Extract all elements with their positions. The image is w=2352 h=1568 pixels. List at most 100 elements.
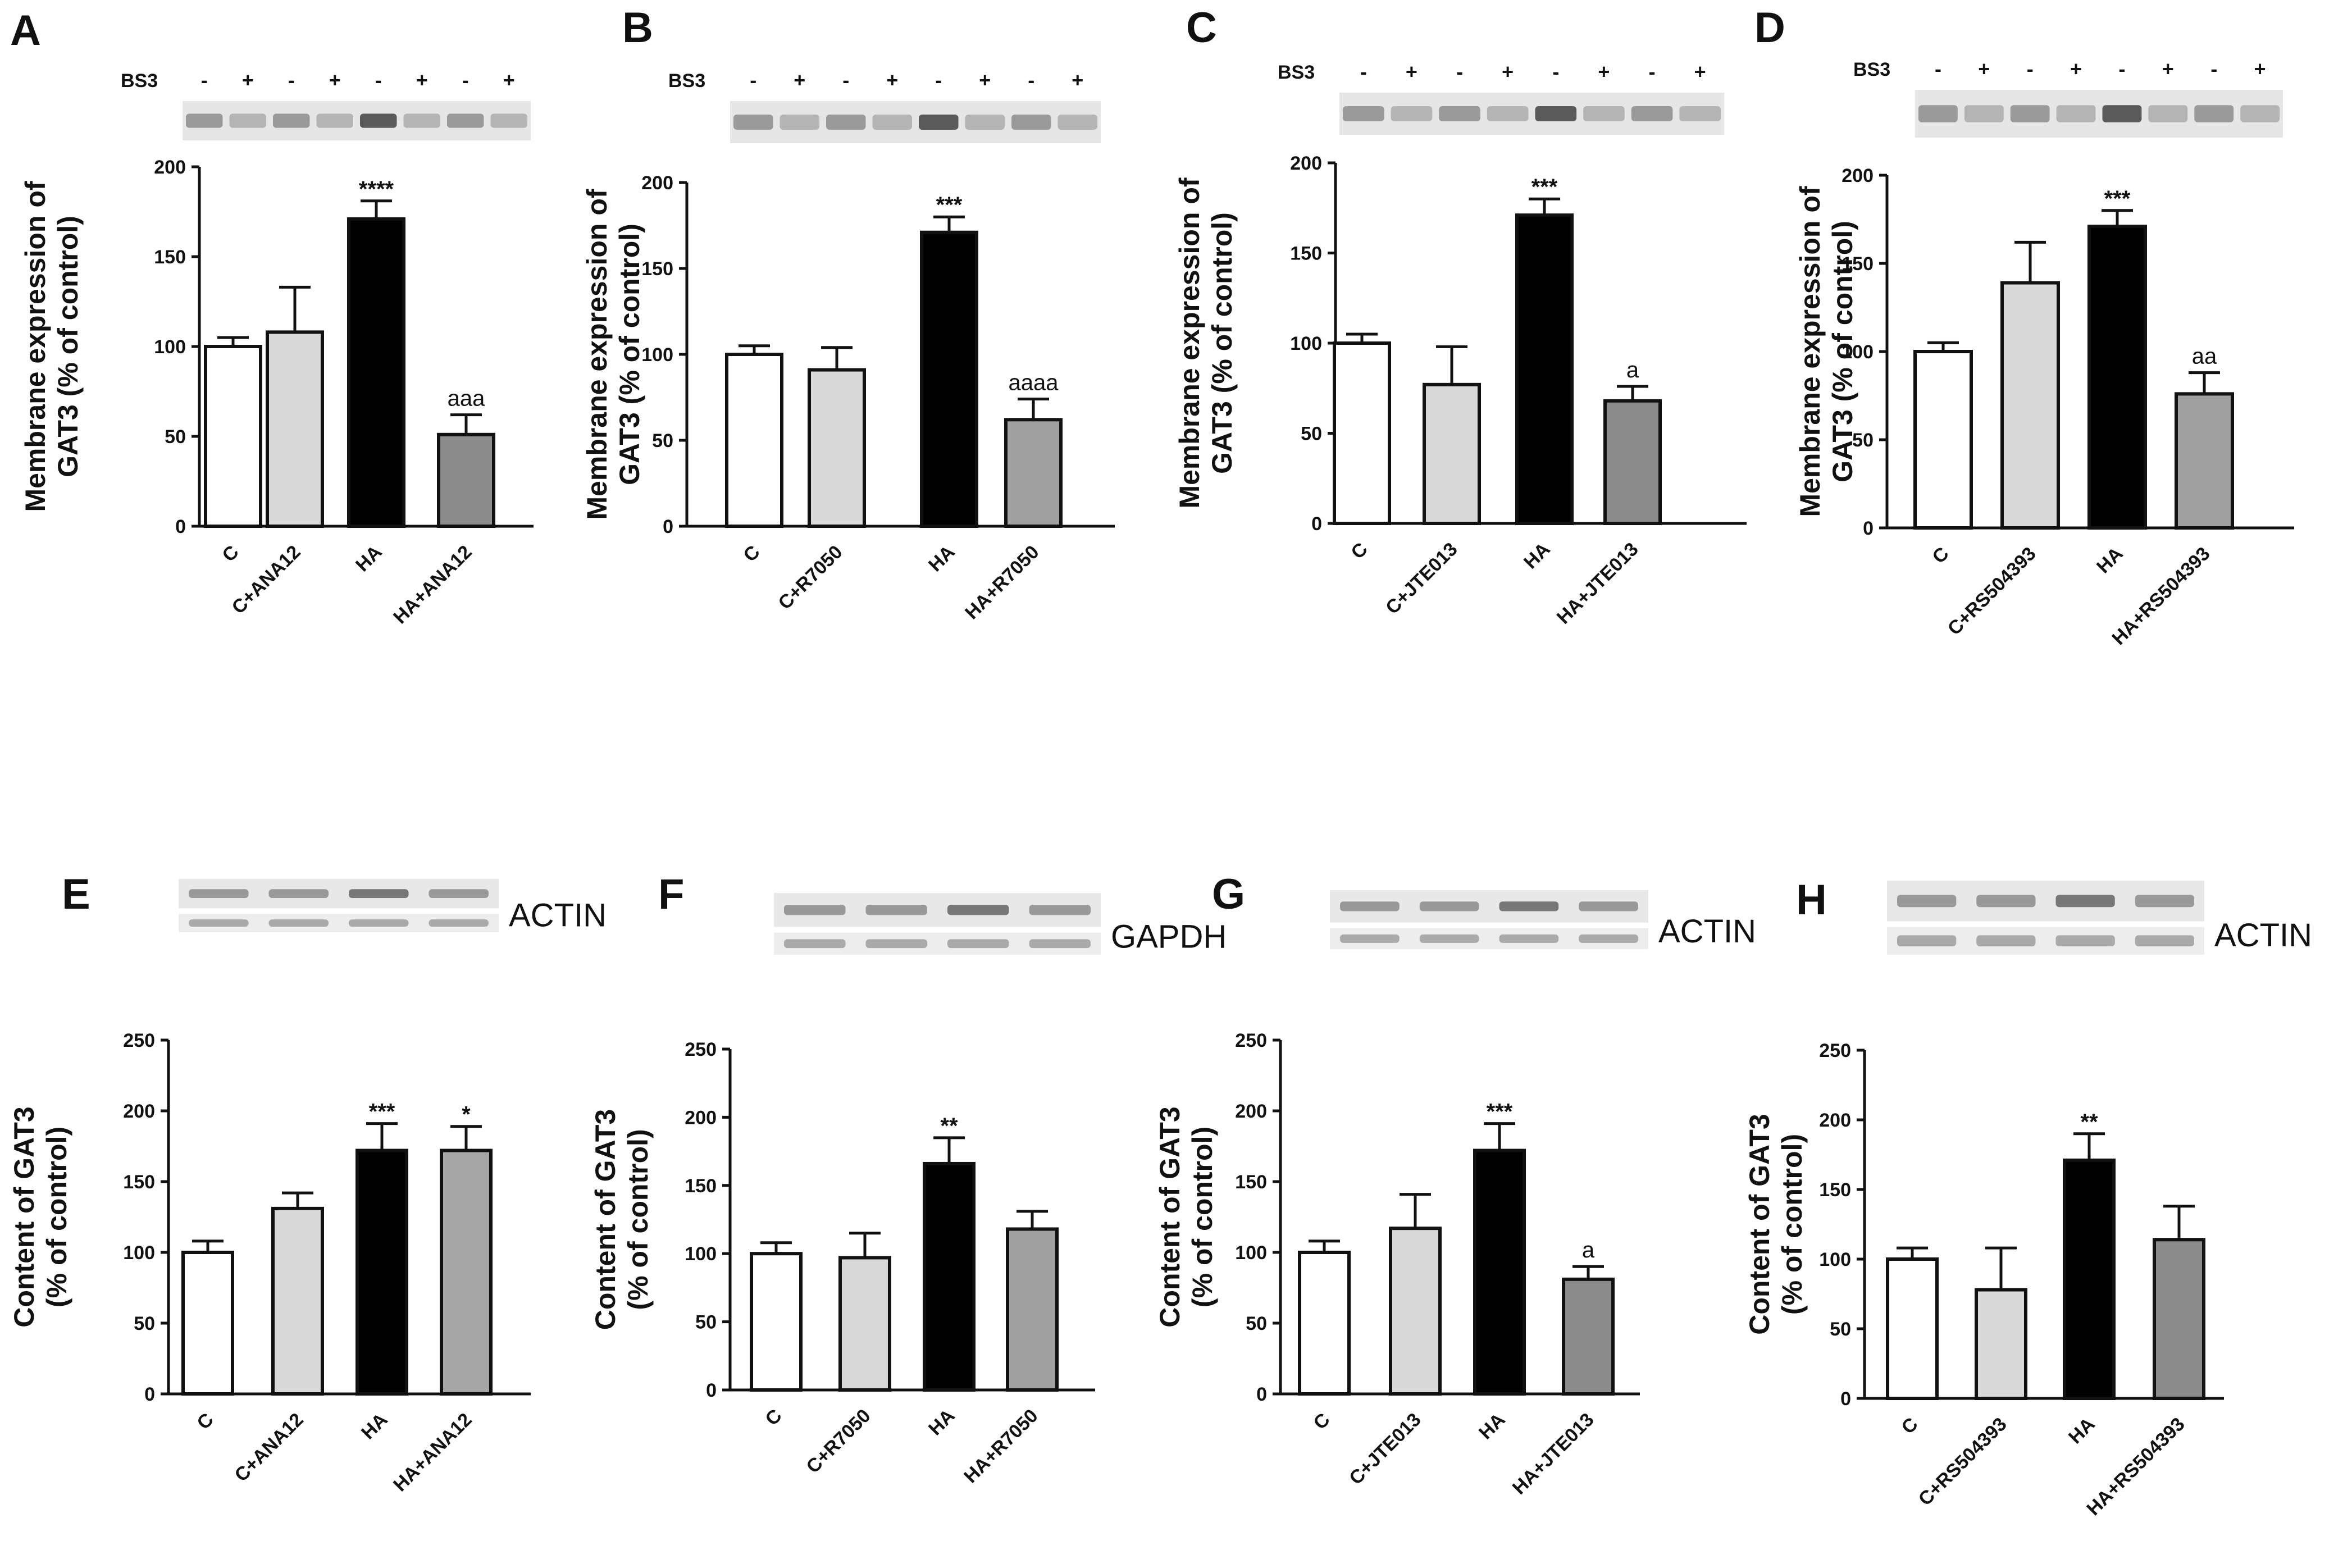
- loading-band: [1579, 934, 1638, 943]
- y-tick-label: 200: [641, 172, 673, 194]
- y-tick-label: 100: [154, 336, 186, 358]
- y-axis-title: Membrane expression ofGAT3 (% of control…: [20, 181, 84, 512]
- bs3-label: BS3: [121, 70, 158, 92]
- bs3-sign: -: [1935, 57, 1941, 80]
- gat3-band: [1499, 901, 1559, 911]
- bar: [2175, 392, 2234, 530]
- gat3-band: [2055, 895, 2115, 908]
- y-tick-label: 100: [1235, 1242, 1267, 1264]
- bs3-sign: -: [2027, 57, 2034, 80]
- bar: [838, 1256, 891, 1392]
- x-category-label: HA+R7050: [960, 1405, 1042, 1487]
- blot-band: [1487, 106, 1529, 121]
- bs3-sign: -: [1028, 69, 1034, 92]
- y-tick-label: 150: [685, 1175, 717, 1197]
- y-axis-title-line: (% of control): [622, 1129, 654, 1310]
- bs3-sign: +: [503, 69, 515, 92]
- y-tick-label: 200: [1235, 1101, 1267, 1122]
- bar: [725, 353, 783, 528]
- x-category-label: C: [1897, 1414, 1922, 1438]
- panel-letter: C: [1186, 4, 1217, 52]
- bar: [2153, 1238, 2205, 1401]
- y-tick-label: 100: [1290, 333, 1322, 354]
- bs3-sign: -: [1456, 60, 1463, 83]
- x-category-label: HA: [1520, 539, 1555, 573]
- bs3-sign: -: [375, 69, 382, 92]
- blot-band: [1583, 106, 1625, 121]
- bs3-sign: +: [2162, 57, 2174, 80]
- y-tick-label: 150: [1842, 253, 1874, 275]
- y-tick-label: 200: [123, 1101, 155, 1122]
- bs3-sign: +: [2254, 57, 2266, 80]
- blot-band: [1631, 106, 1673, 121]
- significance-annotation: ***: [369, 1100, 395, 1124]
- loading-band: [429, 919, 489, 927]
- y-axis-title: Content of GAT3(% of control): [1744, 1114, 1808, 1334]
- x-category-label: HA+JTE013: [1553, 539, 1643, 628]
- y-tick-label: 0: [1863, 518, 1874, 539]
- blot-band: [2240, 105, 2280, 122]
- blot-band: [1058, 115, 1097, 130]
- x-category-label: C+JTE013: [1345, 1409, 1425, 1489]
- x-category-label: HA+ANA12: [389, 1409, 476, 1496]
- significance-annotation: ***: [2104, 186, 2131, 211]
- y-axis-title-line: Membrane expression of: [1174, 177, 1205, 508]
- x-category-label: C: [218, 541, 243, 566]
- y-tick-label: 50: [134, 1313, 155, 1334]
- bar: [1004, 418, 1063, 528]
- y-axis-title-line: Content of GAT3: [1744, 1114, 1775, 1334]
- blot-band: [1439, 106, 1480, 121]
- y-axis-title: Membrane expression ofGAT3 (% of control…: [1794, 186, 1858, 517]
- loading-band: [2055, 935, 2115, 947]
- y-tick-label: 50: [165, 426, 186, 448]
- western-blot-image: [183, 101, 531, 140]
- western-blot-image: [1339, 93, 1724, 135]
- bs3-label: BS3: [1853, 59, 1890, 80]
- x-category-label: HA+ANA12: [389, 541, 476, 628]
- loading-band: [784, 939, 846, 949]
- loading-band: [1897, 935, 1957, 947]
- y-tick-label: 100: [685, 1243, 717, 1265]
- x-category-label: C: [1309, 1409, 1334, 1434]
- blot-band: [733, 115, 773, 130]
- x-category-label: C: [1928, 543, 1953, 568]
- bar: [1975, 1288, 2027, 1401]
- gat3-band: [2135, 895, 2194, 908]
- x-category-label: HA: [1475, 1409, 1510, 1444]
- y-tick-label: 150: [123, 1172, 155, 1193]
- y-tick-label: 200: [1290, 153, 1322, 174]
- significance-annotation: ***: [936, 193, 963, 217]
- western-blot-image: [730, 101, 1101, 143]
- significance-annotation: aa: [2192, 344, 2217, 369]
- blot-band: [316, 113, 353, 128]
- bar: [2087, 225, 2147, 530]
- loading-band: [947, 939, 1009, 949]
- bar: [1333, 341, 1391, 525]
- western-blot-image: [1887, 881, 2204, 955]
- western-blot-image: [1915, 90, 2283, 138]
- blot-band: [965, 115, 1005, 130]
- y-axis-title-line: GAT3 (% of control): [52, 216, 84, 477]
- bar: [437, 432, 495, 528]
- y-tick-label: 0: [1256, 1384, 1267, 1405]
- y-tick-label: 50: [695, 1312, 717, 1333]
- bs3-sign: -: [842, 69, 849, 92]
- panel-letter: E: [62, 870, 90, 918]
- bs3-sign: -: [288, 69, 295, 92]
- bs3-sign: +: [1598, 60, 1610, 83]
- y-tick-label: 200: [1819, 1110, 1851, 1131]
- loading-band: [1340, 934, 1400, 943]
- bar: [1423, 382, 1481, 526]
- y-axis-title-line: (% of control): [41, 1127, 72, 1307]
- blot-band: [1679, 106, 1721, 121]
- bar: [923, 1161, 976, 1392]
- bar: [1473, 1148, 1526, 1396]
- x-category-label: HA: [924, 1405, 959, 1440]
- gat3-band: [947, 905, 1009, 915]
- western-blot-image: [179, 879, 499, 932]
- y-tick-label: 250: [685, 1039, 717, 1060]
- loading-control-label: GAPDH: [1111, 919, 1227, 955]
- x-category-label: C: [739, 541, 764, 566]
